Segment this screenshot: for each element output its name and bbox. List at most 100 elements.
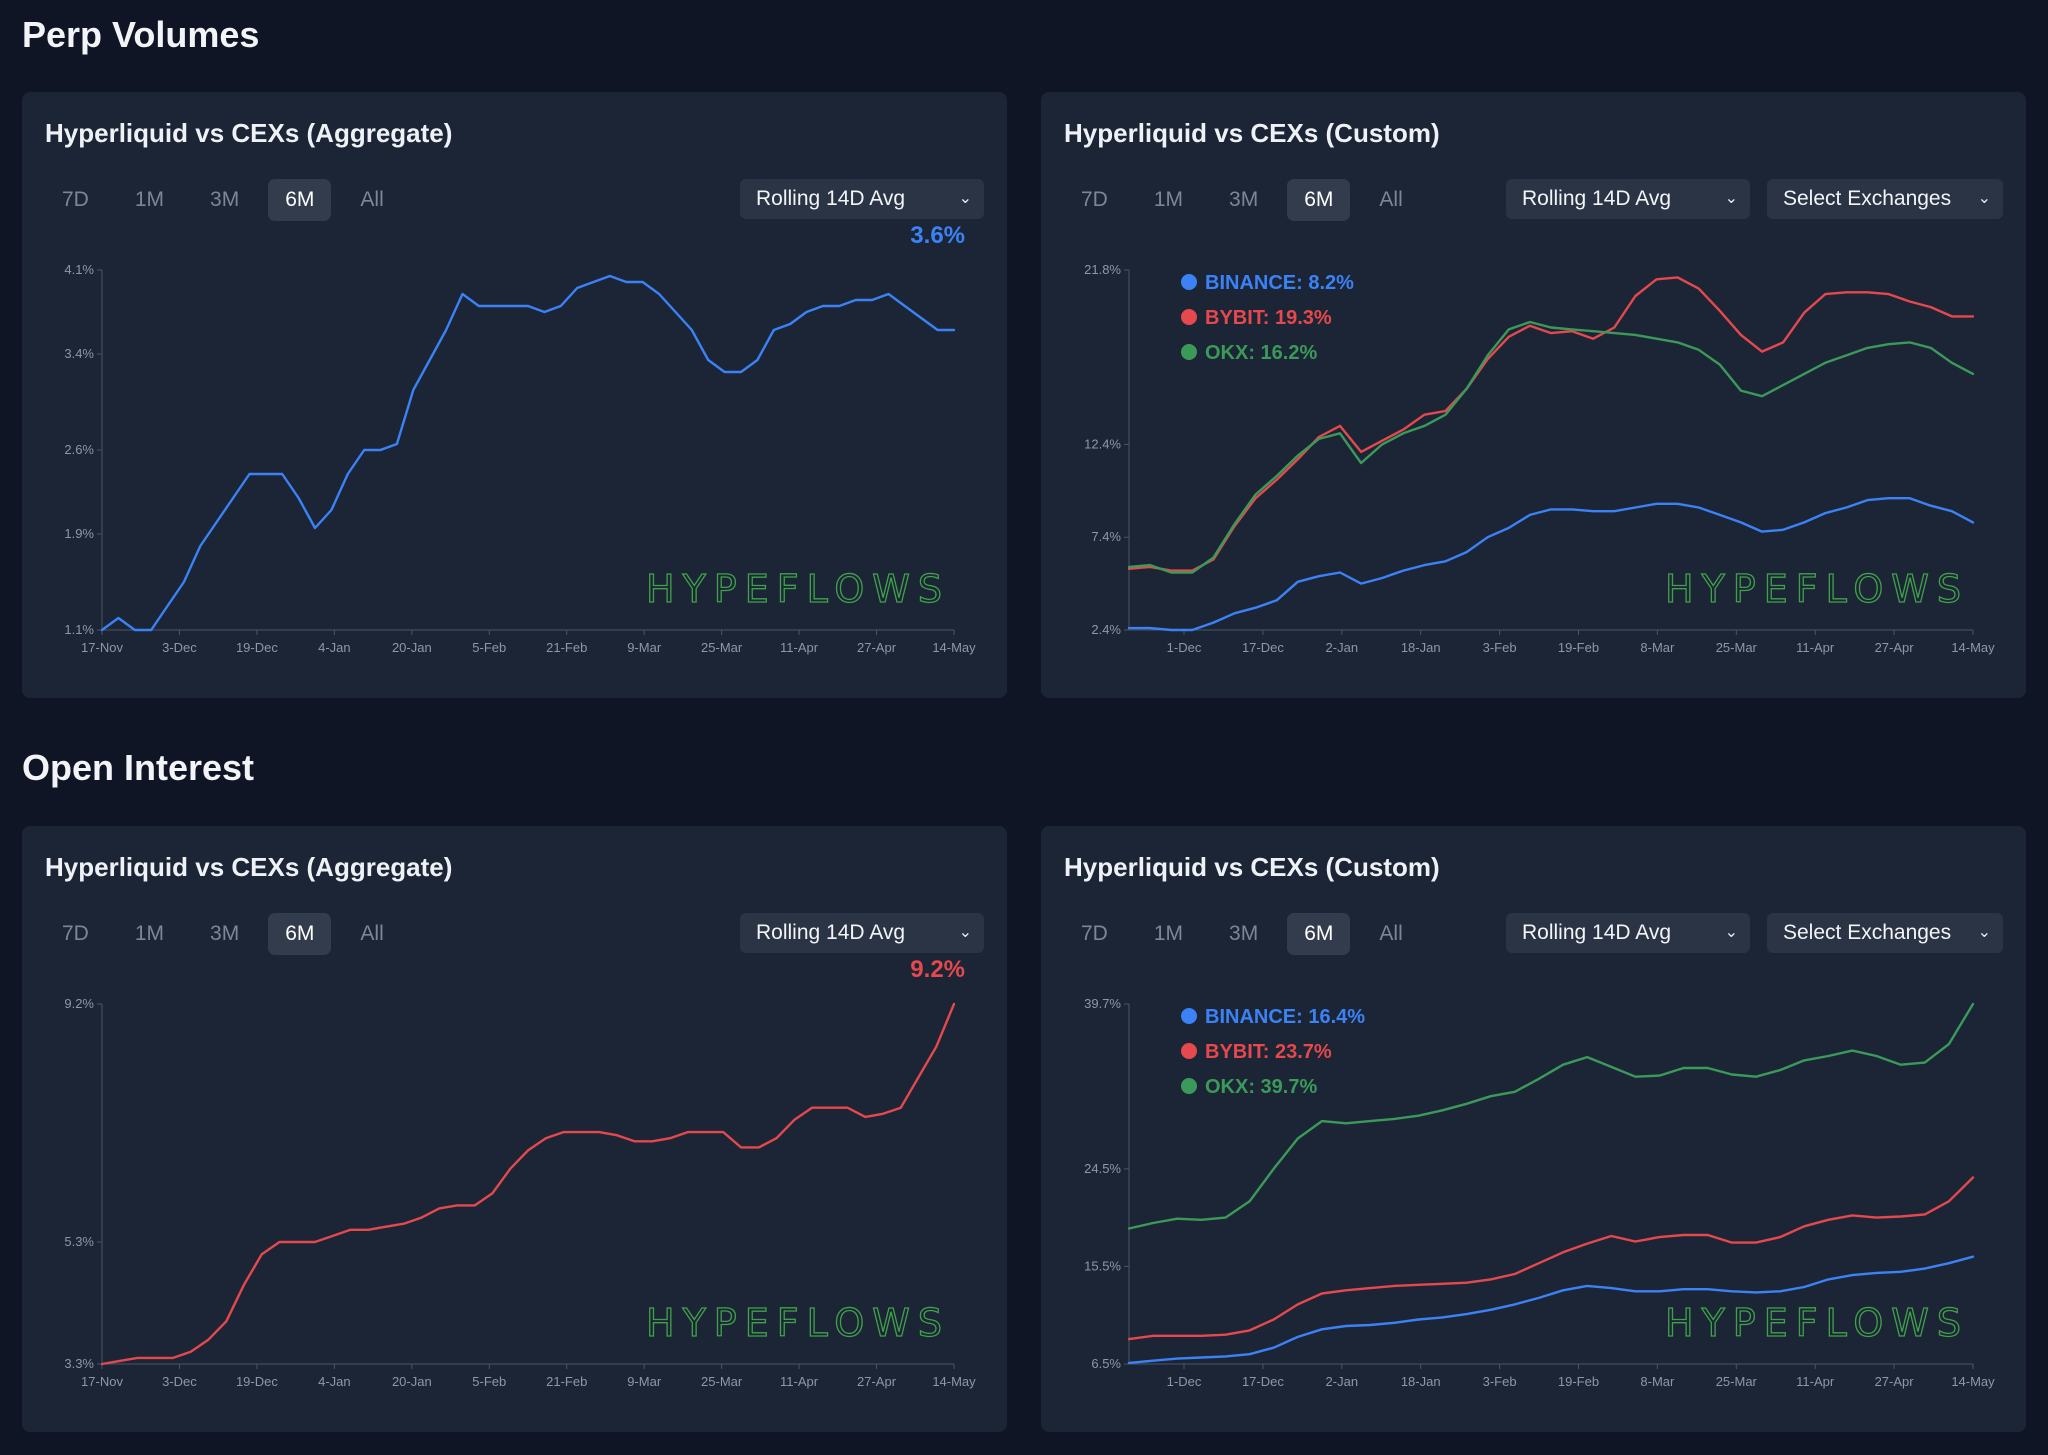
tab-all[interactable]: All — [1379, 188, 1403, 211]
y-tick-label: 6.5% — [1091, 1356, 1121, 1371]
legend-label: BYBIT: 23.7% — [1205, 1041, 1332, 1063]
x-tick-label: 25-Mar — [701, 1374, 743, 1389]
series-line-okx — [1127, 1002, 1975, 1230]
y-tick-label: 15.5% — [1084, 1258, 1121, 1273]
series-line-binance — [1127, 497, 1975, 632]
chevron-down-icon: ⌄ — [958, 924, 972, 941]
y-tick-label: 21.8% — [1084, 262, 1121, 277]
tab-6m[interactable]: 6M — [1287, 179, 1351, 221]
legend-dot — [1181, 1008, 1197, 1024]
tab-all[interactable]: All — [360, 188, 384, 211]
timeframe-tabs: 7D 1M 3M 6M All — [45, 179, 413, 221]
x-tick-label: 17-Dec — [1242, 640, 1284, 655]
select-exchanges-dropdown[interactable]: Select Exchanges ⌄ — [1767, 913, 2003, 953]
x-tick-label: 2-Jan — [1326, 640, 1359, 655]
x-tick-label: 19-Feb — [1558, 1374, 1599, 1389]
legend-dot — [1181, 309, 1197, 325]
legend-label: BYBIT: 19.3% — [1205, 307, 1332, 329]
x-tick-label: 19-Dec — [236, 1374, 278, 1389]
legend-dot — [1181, 274, 1197, 290]
x-tick-label: 20-Jan — [392, 640, 432, 655]
x-tick-label: 25-Mar — [1716, 1374, 1758, 1389]
timeframe-tabs: 7D 1M 3M 6M All — [1064, 179, 1432, 221]
tab-1m[interactable]: 1M — [134, 188, 165, 211]
tab-1m[interactable]: 1M — [1153, 922, 1184, 945]
x-tick-label: 5-Feb — [472, 1374, 506, 1389]
dropdown-value: Rolling 14D Avg — [1522, 187, 1672, 210]
rolling-avg-dropdown[interactable]: Rolling 14D Avg ⌄ — [1506, 179, 1750, 219]
y-tick-label: 7.4% — [1091, 529, 1121, 544]
series-line-okx — [1127, 320, 1975, 574]
legend-dot — [1181, 344, 1197, 360]
open-interest-custom-card: Hyperliquid vs CEXs (Custom) 7D 1M 3M 6M… — [1041, 826, 2026, 1432]
select-exchanges-dropdown[interactable]: Select Exchanges ⌄ — [1767, 179, 2003, 219]
series-line-bybit — [1127, 1176, 1975, 1341]
y-tick-label: 2.6% — [64, 442, 94, 457]
latest-value: 9.2% — [910, 956, 965, 983]
x-tick-label: 14-May — [932, 1374, 976, 1389]
x-tick-label: 8-Mar — [1640, 640, 1675, 655]
timeframe-tabs: 7D 1M 3M 6M All — [45, 913, 413, 955]
y-tick-label: 5.3% — [64, 1234, 94, 1249]
tab-7d[interactable]: 7D — [62, 922, 89, 945]
x-tick-label: 14-May — [1951, 640, 1995, 655]
perp-volumes-custom-card: Hyperliquid vs CEXs (Custom) 7D 1M 3M 6M… — [1041, 92, 2026, 698]
x-tick-label: 8-Mar — [1640, 1374, 1675, 1389]
legend-dot — [1181, 1043, 1197, 1059]
x-tick-label: 3-Feb — [1483, 640, 1517, 655]
x-tick-label: 19-Feb — [1558, 640, 1599, 655]
latest-value: 3.6% — [910, 222, 965, 249]
x-tick-label: 18-Jan — [1401, 1374, 1441, 1389]
y-tick-label: 39.7% — [1084, 996, 1121, 1011]
x-tick-label: 18-Jan — [1401, 640, 1441, 655]
tab-all[interactable]: All — [1379, 922, 1403, 945]
tab-7d[interactable]: 7D — [1081, 922, 1108, 945]
chevron-down-icon: ⌄ — [1977, 924, 1991, 941]
rolling-avg-dropdown[interactable]: Rolling 14D Avg ⌄ — [740, 913, 984, 953]
tab-6m[interactable]: 6M — [1287, 913, 1351, 955]
y-tick-label: 3.4% — [64, 346, 94, 361]
section-title-open-interest: Open Interest — [22, 747, 255, 788]
x-tick-label: 9-Mar — [627, 1374, 662, 1389]
card-title: Hyperliquid vs CEXs (Aggregate) — [45, 852, 453, 882]
x-tick-label: 27-Apr — [857, 1374, 897, 1389]
tab-all[interactable]: All — [360, 922, 384, 945]
chart-svg: 2.4% 7.4% 12.4% 21.8% 1-Dec 17-Dec 2-Jan 18-Jan… — [1084, 262, 1995, 655]
tab-3m[interactable]: 3M — [210, 188, 240, 211]
y-tick-label: 1.1% — [64, 622, 94, 637]
tab-1m[interactable]: 1M — [134, 922, 165, 945]
rolling-avg-dropdown[interactable]: Rolling 14D Avg ⌄ — [740, 179, 984, 219]
x-tick-label: 21-Feb — [546, 640, 587, 655]
chart-svg: 1.1% 1.9% 2.6% 3.4% 4.1% 17-Nov 3-Dec 19-Dec 4-J… — [64, 262, 976, 655]
y-tick-label: 24.5% — [1084, 1161, 1121, 1176]
series-line-hyperliquid — [100, 1002, 956, 1366]
tab-3m[interactable]: 3M — [1229, 922, 1259, 945]
card-title: Hyperliquid vs CEXs (Custom) — [1064, 852, 1440, 882]
x-tick-label: 11-Apr — [1796, 640, 1835, 655]
hyperflows-watermark: HYPEFLOWS — [1665, 1301, 1969, 1345]
y-tick-label: 1.9% — [64, 526, 94, 541]
rolling-avg-dropdown[interactable]: Rolling 14D Avg ⌄ — [1506, 913, 1750, 953]
chevron-down-icon: ⌄ — [1977, 190, 1991, 207]
tab-6m[interactable]: 6M — [268, 913, 332, 955]
series-line-binance — [1127, 1255, 1975, 1365]
x-tick-label: 3-Dec — [162, 1374, 197, 1389]
tab-7d[interactable]: 7D — [62, 188, 89, 211]
x-tick-label: 27-Apr — [1875, 1374, 1915, 1389]
perp-volumes-aggregate-card: Hyperliquid vs CEXs (Aggregate) 7D 1M 3M… — [22, 92, 1007, 698]
card-title: Hyperliquid vs CEXs (Aggregate) — [45, 118, 453, 148]
hyperflows-watermark: HYPEFLOWS — [646, 567, 950, 611]
chart-svg: 6.5% 15.5% 24.5% 39.7% 1-Dec 17-Dec 2-Jan 18-Ja… — [1084, 996, 1995, 1389]
tab-6m[interactable]: 6M — [268, 179, 332, 221]
x-tick-label: 2-Jan — [1326, 1374, 1359, 1389]
tab-3m[interactable]: 3M — [1229, 188, 1259, 211]
x-tick-label: 11-Apr — [780, 640, 819, 655]
tab-3m[interactable]: 3M — [210, 922, 240, 945]
chevron-down-icon: ⌄ — [958, 190, 972, 207]
x-tick-label: 1-Dec — [1167, 640, 1202, 655]
x-tick-label: 20-Jan — [392, 1374, 432, 1389]
y-tick-label: 3.3% — [64, 1356, 94, 1371]
tab-7d[interactable]: 7D — [1081, 188, 1108, 211]
series-line-hyperliquid — [100, 274, 956, 632]
tab-1m[interactable]: 1M — [1153, 188, 1184, 211]
